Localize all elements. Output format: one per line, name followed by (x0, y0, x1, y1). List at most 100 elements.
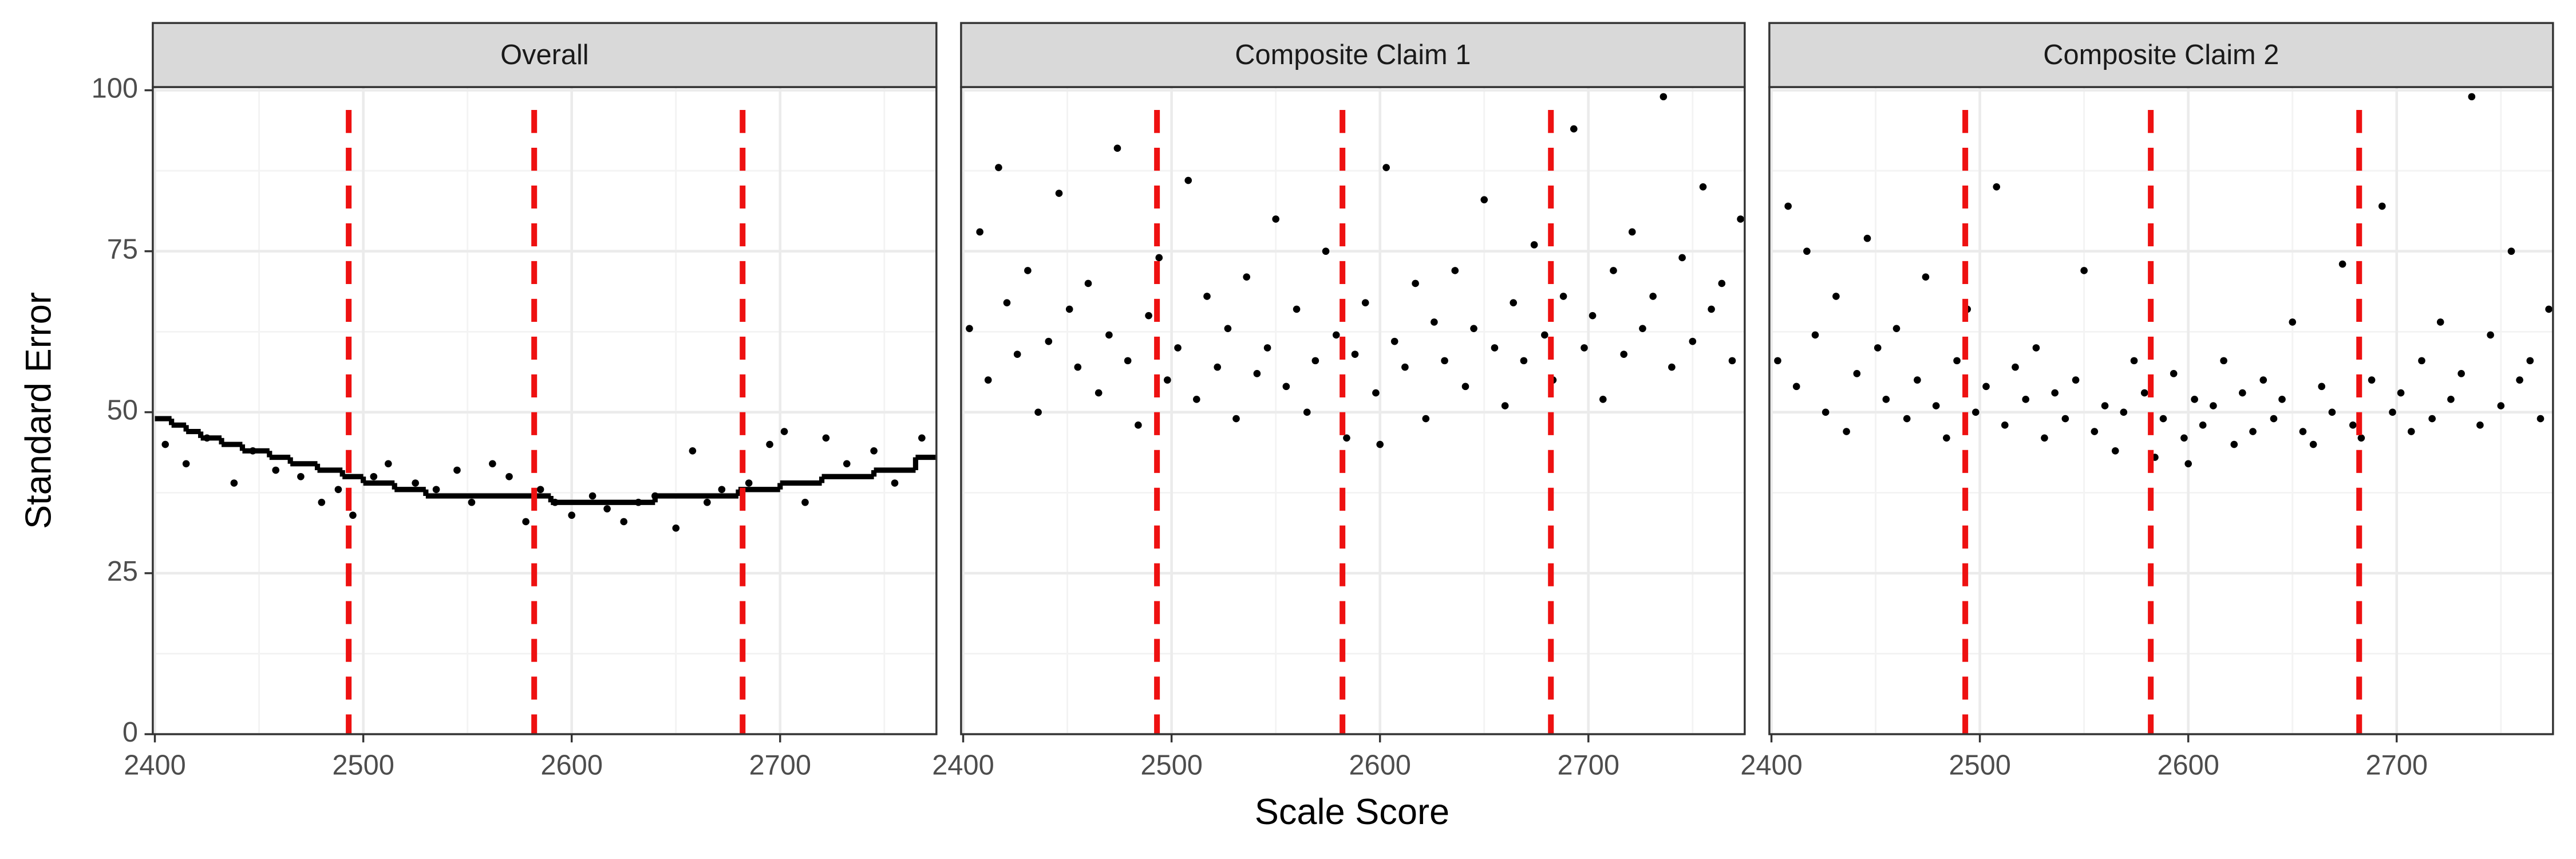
point (2368, 376, 2376, 384)
point (2497, 402, 2505, 409)
point (349, 511, 357, 519)
strip (960, 22, 1746, 88)
point (522, 518, 530, 526)
point (1737, 215, 1744, 223)
point (1678, 254, 1686, 262)
strip-title: Overall (500, 40, 589, 70)
point (976, 228, 983, 236)
point (370, 472, 378, 480)
point (468, 498, 476, 506)
point (2516, 376, 2523, 384)
point (2397, 389, 2405, 397)
point (1491, 344, 1499, 352)
point (1441, 357, 1448, 365)
x-tick-label: 2600 (540, 750, 603, 781)
point (1003, 299, 1011, 306)
point (2526, 357, 2534, 365)
point (2309, 440, 2317, 448)
point (1382, 164, 1390, 171)
point (704, 498, 711, 506)
point (2191, 396, 2198, 403)
point (182, 460, 190, 468)
point (1649, 293, 1657, 300)
point (1282, 383, 1290, 391)
point (412, 479, 419, 487)
point (1024, 267, 1032, 274)
point (1914, 376, 1921, 384)
point (2249, 428, 2257, 435)
point (1412, 279, 1419, 287)
point (2041, 434, 2048, 442)
point (1774, 357, 1781, 365)
point (1376, 440, 1384, 448)
point (2032, 344, 2040, 352)
point (1843, 428, 1850, 435)
point (1570, 125, 1578, 133)
x-tick-label: 2400 (1740, 750, 1803, 781)
point (453, 466, 461, 474)
x-tick-label: 2500 (1140, 750, 1203, 781)
point (384, 460, 392, 468)
point (1520, 357, 1528, 365)
point (203, 434, 211, 442)
point (1792, 383, 1800, 391)
x-tick-label: 2700 (2365, 750, 2428, 781)
y-tick-label: 25 (107, 556, 138, 587)
panel-background (152, 87, 937, 735)
point (620, 518, 628, 526)
y-tick-label: 0 (123, 717, 138, 748)
point (318, 498, 326, 506)
point (2338, 260, 2346, 268)
point (1639, 325, 1646, 332)
point (1853, 370, 1861, 377)
point (891, 479, 899, 487)
strip (1768, 22, 2554, 88)
point (766, 440, 773, 448)
point (1803, 247, 1811, 255)
point (2199, 421, 2207, 429)
point (2072, 376, 2080, 384)
point (1272, 215, 1279, 223)
point (161, 440, 169, 448)
point (1224, 325, 1232, 332)
point (1055, 190, 1063, 197)
point (870, 447, 878, 455)
point (1610, 267, 1617, 274)
point (1581, 344, 1588, 352)
point (1822, 408, 1830, 416)
point (334, 486, 342, 494)
point (651, 492, 659, 500)
point (1034, 408, 1042, 416)
point (1164, 376, 1171, 384)
point (689, 447, 697, 455)
point (1660, 93, 1668, 101)
point (2270, 415, 2278, 423)
y-axis-title: Standard Error (18, 292, 58, 529)
point (1903, 415, 1911, 423)
point (1832, 293, 1840, 300)
point (1932, 402, 1940, 409)
point (1510, 299, 1518, 306)
point (1972, 408, 1980, 416)
point (718, 486, 726, 494)
point (1461, 383, 1469, 391)
point (1811, 331, 1819, 339)
point (2120, 408, 2128, 416)
point (984, 376, 992, 384)
x-tick-label: 2500 (332, 750, 394, 781)
point (2487, 331, 2494, 339)
point (2328, 408, 2336, 416)
point (1874, 344, 1882, 352)
point (801, 498, 809, 506)
point (2468, 93, 2476, 101)
point (1351, 350, 1359, 358)
point (2230, 440, 2238, 448)
point (1232, 415, 1240, 423)
point (1943, 434, 1950, 442)
point (1480, 196, 1488, 204)
point (432, 486, 440, 494)
point (1501, 402, 1509, 409)
point (2507, 247, 2515, 255)
